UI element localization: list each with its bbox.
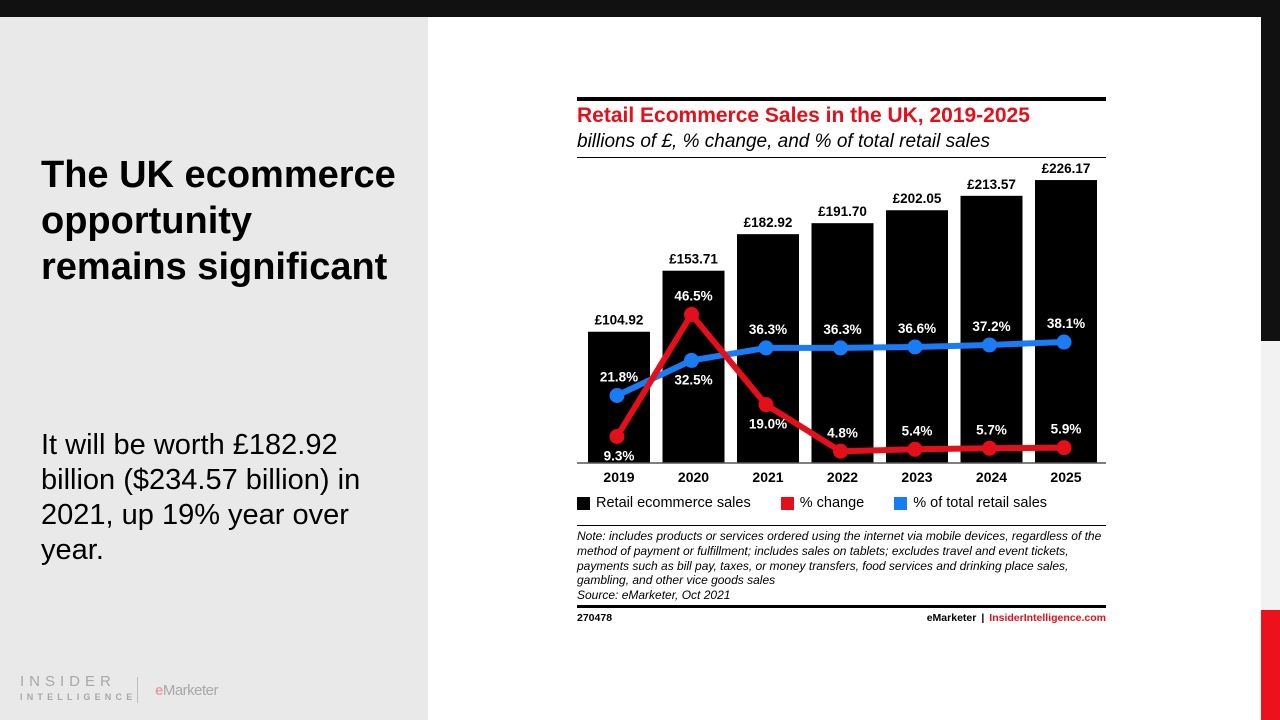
change-point-2025 [1056, 440, 1072, 456]
brand-emarketer: eMarketer [926, 612, 977, 624]
chart-id: 270478 [577, 612, 613, 624]
bar-label-2020: £153.71 [669, 252, 718, 267]
change-label-2021: 19.0% [749, 417, 787, 432]
chart-legend: Retail ecommerce sales % change % of tot… [577, 495, 1077, 511]
change-point-2021 [758, 397, 774, 413]
x-tick-2019: 2019 [603, 469, 634, 485]
share-point-2022 [833, 340, 848, 356]
emarketer-logo: eMarketer [155, 682, 219, 699]
share-label-2025: 38.1% [1047, 316, 1085, 331]
legend-swatch-change [780, 496, 794, 510]
accent-strip-red [1261, 610, 1280, 720]
change-point-2022 [833, 443, 848, 459]
legend-label-change: % change [799, 495, 865, 511]
share-label-2019: 21.8% [600, 369, 638, 384]
share-label-2021: 36.3% [749, 322, 787, 337]
chart-brand: eMarketer | InsiderIntelligence.com [927, 612, 1106, 624]
legend-label-sales: Retail ecommerce sales [596, 495, 751, 511]
x-tick-2020: 2020 [678, 469, 709, 485]
logo-divider [137, 677, 138, 703]
brand-separator: | [981, 612, 985, 624]
share-point-2025 [1056, 334, 1072, 350]
x-tick-2024: 2024 [976, 469, 1007, 485]
change-point-2023 [907, 441, 923, 457]
accent-strip-gray [1261, 341, 1280, 610]
change-label-2024: 5.7% [976, 422, 1007, 437]
change-point-2024 [982, 440, 997, 456]
share-point-2023 [907, 339, 923, 355]
legend-item-change: % change [780, 495, 865, 511]
bar-2023 [886, 210, 948, 463]
change-label-2023: 5.4% [902, 423, 933, 438]
change-label-2019: 9.3% [604, 448, 635, 463]
bar-label-2019: £104.92 [595, 313, 644, 328]
bar-label-2021: £182.92 [744, 215, 793, 230]
slide-body-text: It will be worth £182.92 billion ($234.5… [41, 429, 361, 566]
legend-swatch-sales [577, 496, 590, 510]
x-tick-2021: 2021 [752, 469, 783, 485]
chart-title: Retail Ecommerce Sales in the UK, 2019-2… [577, 104, 1030, 127]
chart-subtitle: billions of £, % change, and % of total … [577, 131, 990, 152]
share-label-2020: 32.5% [674, 372, 712, 387]
logo-insider-text: INSIDER [20, 673, 116, 690]
chart-note: Note: includes products or services orde… [577, 529, 1112, 603]
share-point-2021 [758, 340, 774, 356]
change-label-2020: 46.5% [674, 288, 712, 303]
bar-label-2025: £226.17 [1042, 161, 1091, 176]
emarketer-logo-e: e [155, 682, 163, 699]
top-bar [0, 0, 1280, 17]
bar-2025 [1035, 180, 1097, 463]
source-text: Source: eMarketer, Oct 2021 [577, 588, 731, 603]
x-tick-2022: 2022 [827, 469, 858, 485]
legend-label-share: % of total retail sales [913, 495, 1048, 511]
change-point-2020 [684, 306, 699, 322]
legend-rule [577, 525, 1106, 526]
brand-insiderintelligence-link[interactable]: InsiderIntelligence.com [989, 612, 1106, 624]
share-point-2019 [609, 387, 625, 403]
change-label-2022: 4.8% [827, 425, 858, 440]
x-tick-2025: 2025 [1050, 469, 1081, 485]
legend-item-sales: Retail ecommerce sales [577, 495, 751, 511]
bar-label-2023: £202.05 [893, 191, 942, 206]
legend-item-share: % of total retail sales [894, 495, 1047, 511]
legend-swatch-share [894, 496, 908, 510]
share-label-2022: 36.3% [823, 322, 861, 337]
share-point-2020 [684, 352, 699, 368]
share-point-2024 [982, 337, 997, 353]
chart-subtitle-rule [577, 157, 1106, 158]
change-point-2019 [609, 428, 625, 444]
x-tick-2023: 2023 [901, 469, 932, 485]
bar-2024 [960, 195, 1023, 464]
change-label-2025: 5.9% [1051, 422, 1082, 437]
chart-bottom-rule [577, 605, 1106, 608]
chart-top-rule [577, 97, 1106, 101]
bar-label-2024: £213.57 [967, 177, 1016, 192]
share-label-2023: 36.6% [898, 321, 936, 336]
left-panel [0, 17, 428, 720]
emarketer-logo-rest: Marketer [162, 682, 219, 699]
note-text: Note: includes products or services orde… [577, 529, 1102, 588]
logo-intelligence-text: INTELLIGENCE [20, 692, 137, 702]
share-label-2024: 37.2% [972, 319, 1010, 334]
bar-label-2022: £191.70 [818, 204, 867, 219]
slide-headline: The UK ecommerce opportunity remains sig… [41, 154, 396, 288]
accent-strip-black [1261, 17, 1280, 341]
